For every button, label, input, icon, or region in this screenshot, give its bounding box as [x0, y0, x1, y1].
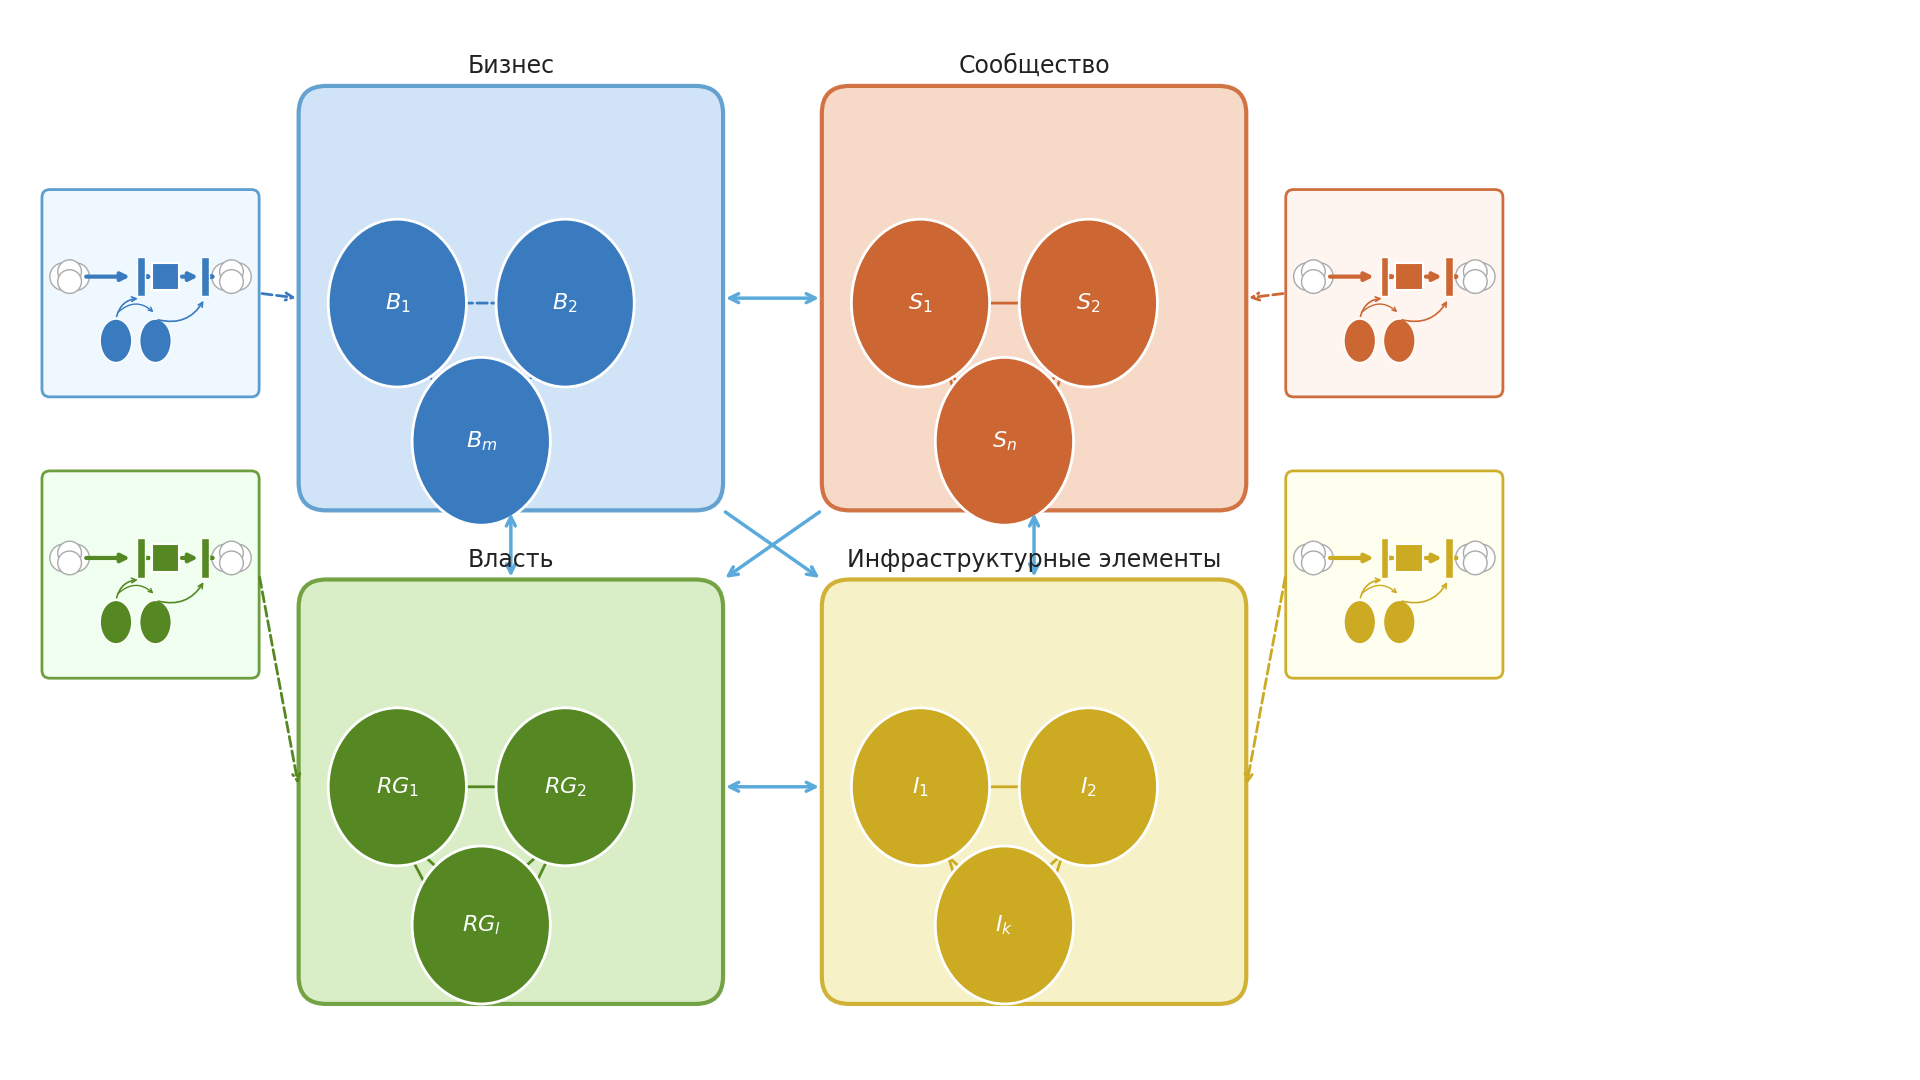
Text: $I_{2}$: $I_{2}$ — [1079, 775, 1096, 798]
Ellipse shape — [413, 357, 551, 525]
Ellipse shape — [495, 707, 634, 866]
Circle shape — [1302, 260, 1325, 284]
Text: Инфраструктурные элементы: Инфраструктурные элементы — [847, 548, 1221, 571]
Circle shape — [1463, 270, 1488, 294]
FancyBboxPatch shape — [822, 580, 1246, 1004]
Circle shape — [211, 544, 240, 571]
FancyBboxPatch shape — [1286, 471, 1503, 678]
Circle shape — [1294, 544, 1321, 571]
Circle shape — [1302, 541, 1325, 565]
Circle shape — [219, 551, 244, 575]
Circle shape — [50, 262, 77, 291]
Circle shape — [1455, 544, 1482, 571]
Ellipse shape — [100, 319, 132, 363]
Ellipse shape — [495, 219, 634, 387]
Circle shape — [1467, 262, 1496, 291]
Text: $RG_{1}$: $RG_{1}$ — [376, 775, 419, 798]
Ellipse shape — [1020, 707, 1158, 866]
Circle shape — [58, 270, 81, 294]
Circle shape — [1467, 544, 1496, 571]
Ellipse shape — [1384, 319, 1415, 363]
FancyBboxPatch shape — [42, 471, 259, 678]
Circle shape — [1463, 551, 1488, 575]
FancyBboxPatch shape — [300, 580, 724, 1004]
Bar — [1380, 257, 1388, 296]
Circle shape — [219, 270, 244, 294]
Circle shape — [61, 544, 90, 571]
Circle shape — [1302, 551, 1325, 575]
FancyBboxPatch shape — [42, 190, 259, 396]
Circle shape — [219, 541, 244, 565]
Ellipse shape — [1344, 600, 1375, 644]
Text: $S_{2}$: $S_{2}$ — [1075, 292, 1100, 315]
Text: $S_{n}$: $S_{n}$ — [993, 430, 1018, 454]
Circle shape — [219, 260, 244, 284]
Ellipse shape — [100, 600, 132, 644]
Ellipse shape — [140, 319, 171, 363]
Circle shape — [58, 541, 81, 565]
Text: Бизнес: Бизнес — [467, 54, 555, 78]
Ellipse shape — [328, 219, 467, 387]
Circle shape — [61, 262, 90, 291]
Text: Сообщество: Сообщество — [958, 54, 1110, 78]
FancyBboxPatch shape — [822, 86, 1246, 511]
Circle shape — [211, 262, 240, 291]
Bar — [136, 257, 144, 296]
Text: $RG_{2}$: $RG_{2}$ — [543, 775, 588, 798]
Bar — [1396, 262, 1423, 291]
Circle shape — [1306, 262, 1332, 291]
Text: $B_{2}$: $B_{2}$ — [553, 292, 578, 315]
Circle shape — [223, 544, 252, 571]
Circle shape — [58, 551, 81, 575]
Bar — [136, 538, 144, 578]
Circle shape — [1463, 541, 1488, 565]
Bar — [152, 544, 179, 571]
Ellipse shape — [1020, 219, 1158, 387]
Circle shape — [1302, 270, 1325, 294]
Bar — [1444, 538, 1453, 578]
Ellipse shape — [935, 357, 1073, 525]
FancyBboxPatch shape — [1286, 190, 1503, 396]
Ellipse shape — [1384, 600, 1415, 644]
Bar — [202, 257, 209, 296]
Bar — [1444, 257, 1453, 296]
Circle shape — [50, 544, 77, 571]
Ellipse shape — [140, 600, 171, 644]
Text: $I_{1}$: $I_{1}$ — [912, 775, 929, 798]
Ellipse shape — [851, 219, 989, 387]
Ellipse shape — [328, 707, 467, 866]
Ellipse shape — [413, 846, 551, 1004]
Circle shape — [58, 260, 81, 284]
Circle shape — [1463, 260, 1488, 284]
Bar — [152, 262, 179, 291]
Text: $I_{k}$: $I_{k}$ — [995, 914, 1014, 936]
Bar — [202, 538, 209, 578]
Circle shape — [1455, 262, 1482, 291]
Bar — [1380, 538, 1388, 578]
Ellipse shape — [1344, 319, 1375, 363]
Ellipse shape — [851, 707, 989, 866]
Circle shape — [1306, 544, 1332, 571]
Text: $B_{1}$: $B_{1}$ — [384, 292, 411, 315]
Bar — [1396, 544, 1423, 571]
Text: $S_{1}$: $S_{1}$ — [908, 292, 933, 315]
Circle shape — [223, 262, 252, 291]
Text: $RG_{l}$: $RG_{l}$ — [463, 914, 501, 936]
FancyBboxPatch shape — [300, 86, 724, 511]
Text: Власть: Власть — [468, 548, 555, 571]
Ellipse shape — [935, 846, 1073, 1004]
Circle shape — [1294, 262, 1321, 291]
Text: $B_{m}$: $B_{m}$ — [465, 430, 497, 454]
